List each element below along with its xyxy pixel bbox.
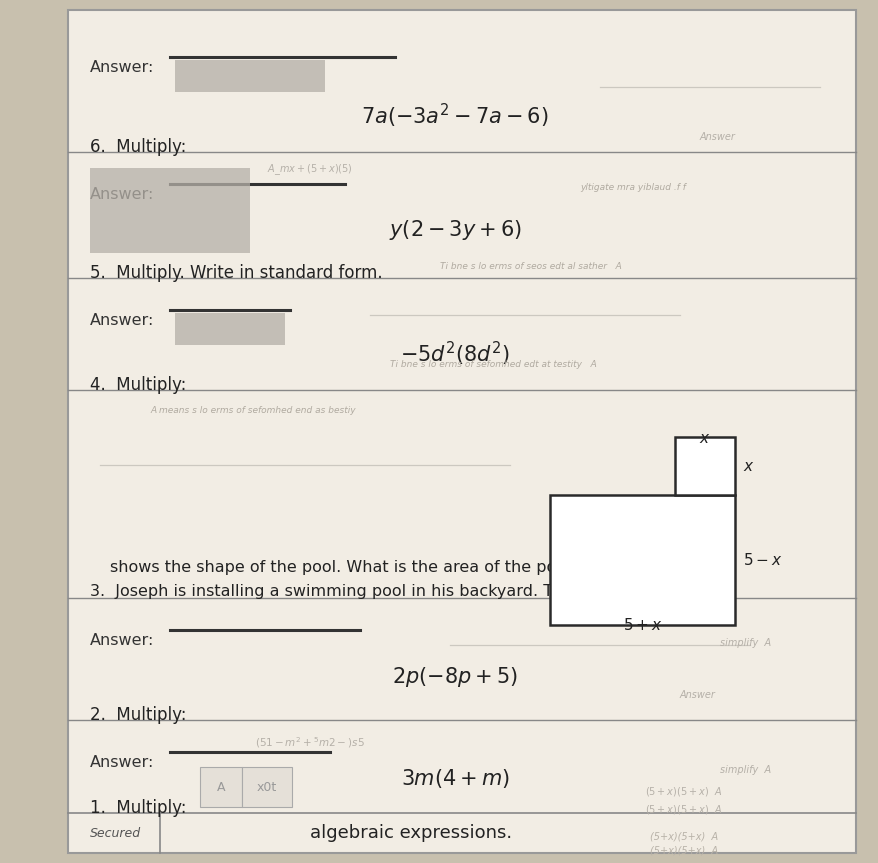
Text: simplify  A: simplify A xyxy=(719,765,770,775)
Text: 3.  Joseph is installing a swimming pool in his backyard. The diagram: 3. Joseph is installing a swimming pool … xyxy=(90,584,644,599)
Text: $(5+x)(5+x)$  A: $(5+x)(5+x)$ A xyxy=(644,785,722,798)
Text: A means s lo erms of sefomhed end as bestiy: A means s lo erms of sefomhed end as bes… xyxy=(150,406,356,415)
Text: A: A xyxy=(217,780,225,793)
Text: $x$: $x$ xyxy=(698,431,710,446)
Bar xyxy=(175,60,325,92)
Text: Secured: Secured xyxy=(90,827,140,840)
Bar xyxy=(200,767,241,807)
Text: Answer:: Answer: xyxy=(90,755,155,770)
Text: (5+x)(5+x)  A: (5+x)(5+x) A xyxy=(649,831,717,841)
Text: Answer:: Answer: xyxy=(90,633,155,648)
Text: yltigate mra yiblaud .f f: yltigate mra yiblaud .f f xyxy=(579,183,685,192)
Text: $7a(-3a^2 - 7a - 6)$: $7a(-3a^2 - 7a - 6)$ xyxy=(361,102,548,130)
Text: Answer: Answer xyxy=(699,132,735,142)
Text: Answer:: Answer: xyxy=(90,313,155,328)
Text: $x$: $x$ xyxy=(742,458,753,474)
Text: (5+x)(5+x)  A: (5+x)(5+x) A xyxy=(649,845,717,855)
Text: $(5+x)(5+x)$  A: $(5+x)(5+x)$ A xyxy=(644,803,722,816)
Bar xyxy=(241,767,291,807)
Bar xyxy=(68,10,855,853)
Text: simplify  A: simplify A xyxy=(719,638,770,648)
Text: 1.  Multiply:: 1. Multiply: xyxy=(90,799,186,817)
Text: Ti bne s lo erms of sefomhed edt at testity   A: Ti bne s lo erms of sefomhed edt at test… xyxy=(390,360,596,369)
Text: $5 - x$: $5 - x$ xyxy=(742,552,781,568)
Text: Answer:: Answer: xyxy=(90,60,155,75)
Text: $3m(4 + m)$: $3m(4 + m)$ xyxy=(400,767,509,790)
Text: 2.  Multiply:: 2. Multiply: xyxy=(90,706,186,724)
Text: algebraic expressions.: algebraic expressions. xyxy=(310,824,512,842)
Bar xyxy=(550,495,734,625)
Bar xyxy=(175,313,284,345)
Text: x0t: x0t xyxy=(256,780,277,793)
Text: Ti bne s lo erms of seos edt al sather   A: Ti bne s lo erms of seos edt al sather A xyxy=(440,262,621,271)
Text: $2p(-8p + 5)$: $2p(-8p + 5)$ xyxy=(392,665,517,689)
Text: $(51 - m^2 +{^5}m2-)s5$: $(51 - m^2 +{^5}m2-)s5$ xyxy=(255,735,364,750)
Text: $5 + x$: $5 + x$ xyxy=(622,617,661,633)
Bar xyxy=(674,437,734,495)
Text: 5.  Multiply. Write in standard form.: 5. Multiply. Write in standard form. xyxy=(90,264,382,282)
Bar xyxy=(90,168,249,253)
Text: $A\_mx + (5+x)(5)$: $A\_mx + (5+x)(5)$ xyxy=(267,162,352,177)
Text: shows the shape of the pool. What is the area of the pool?: shows the shape of the pool. What is the… xyxy=(110,560,579,575)
Text: Answer:: Answer: xyxy=(90,187,155,202)
Text: 6.  Multiply:: 6. Multiply: xyxy=(90,138,186,156)
Text: $-5d^2(8d^2)$: $-5d^2(8d^2)$ xyxy=(399,340,509,369)
Text: $y(2 - 3y + 6)$: $y(2 - 3y + 6)$ xyxy=(388,218,521,242)
Text: 4.  Multiply:: 4. Multiply: xyxy=(90,376,186,394)
Text: Answer: Answer xyxy=(680,690,715,700)
